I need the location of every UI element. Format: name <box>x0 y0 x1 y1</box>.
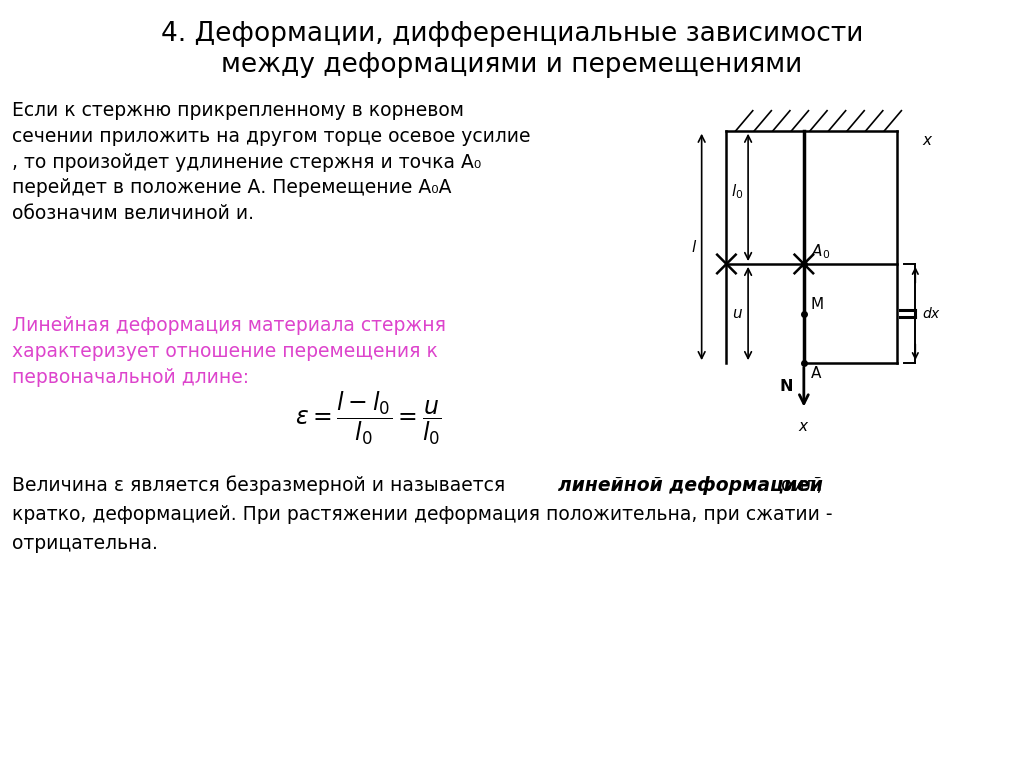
Text: $x$: $x$ <box>922 133 933 147</box>
Text: $l$: $l$ <box>691 239 697 255</box>
Text: $u$: $u$ <box>732 306 743 321</box>
Text: Если к стержню прикрепленному в корневом
сечении приложить на другом торце осево: Если к стержню прикрепленному в корневом… <box>12 101 530 223</box>
Text: $l_0$: $l_0$ <box>731 182 743 200</box>
Text: оил,: оил, <box>775 476 822 495</box>
Text: между деформациями и перемещениями: между деформациями и перемещениями <box>221 52 803 78</box>
Text: отрицательна.: отрицательна. <box>12 534 158 553</box>
Text: A: A <box>811 366 821 381</box>
Text: Линейная деформация материала стержня
характеризует отношение перемещения к
перв: Линейная деформация материала стержня ха… <box>12 316 446 387</box>
Text: N: N <box>779 379 793 393</box>
Text: $A_0$: $A_0$ <box>811 242 830 261</box>
Text: линейной деформацией: линейной деформацией <box>558 476 823 495</box>
Text: M: M <box>811 297 823 312</box>
Text: Величина ε является безразмерной и называется: Величина ε является безразмерной и назыв… <box>12 476 512 495</box>
Text: $x$: $x$ <box>798 419 810 434</box>
Text: $\varepsilon = \dfrac{l - l_0}{l_0} = \dfrac{u}{l_0}$: $\varepsilon = \dfrac{l - l_0}{l_0} = \d… <box>295 389 442 447</box>
Text: кратко, деформацией. При растяжении деформация положительна, при сжатии -: кратко, деформацией. При растяжении дефо… <box>12 505 833 524</box>
Text: $dx$: $dx$ <box>922 306 941 321</box>
Text: 4. Деформации, дифференциальные зависимости: 4. Деформации, дифференциальные зависимо… <box>161 21 863 48</box>
